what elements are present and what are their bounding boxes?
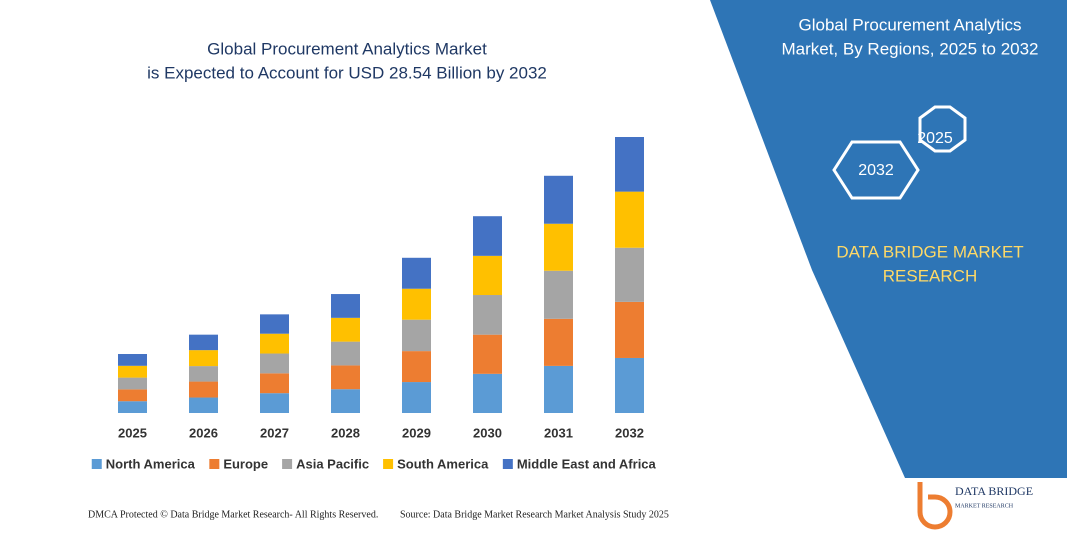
logo-text: MARKET RESEARCH	[955, 503, 1014, 509]
bar-segment	[331, 341, 360, 366]
chart-title: Global Procurement Analytics Market	[207, 39, 487, 58]
side-panel	[710, 0, 1067, 478]
bar-segment	[615, 137, 644, 192]
bar-segment	[118, 377, 147, 390]
bar-segment	[260, 333, 289, 354]
bar-segment	[118, 354, 147, 366]
bar-segment	[189, 334, 218, 351]
hexagon	[832, 140, 920, 200]
bar-segment	[260, 314, 289, 334]
legend-swatch	[91, 459, 102, 469]
footer-text: DMCA Protected © Data Bridge Market Rese…	[88, 509, 378, 520]
x-tick-label: 2027	[260, 425, 289, 440]
legend-swatch	[502, 459, 513, 469]
legend-swatch	[383, 459, 394, 469]
bar-segment	[473, 334, 502, 374]
bar-segment	[331, 317, 360, 342]
bar-segment	[615, 301, 644, 358]
hexagon	[918, 105, 967, 153]
bar-segment	[615, 247, 644, 302]
panel-title: Global Procurement Analytics	[799, 15, 1022, 34]
bar-segment	[544, 318, 573, 366]
bar-segment	[473, 216, 502, 256]
legend-swatch	[209, 459, 220, 469]
bar-segment	[544, 365, 573, 413]
bar-segment	[331, 365, 360, 390]
x-tick-label: 2032	[615, 425, 644, 440]
bar-segment	[615, 357, 644, 413]
bar-segment	[260, 373, 289, 394]
bar-segment	[331, 389, 360, 413]
bar-segment	[402, 319, 431, 352]
legend-label: South America	[397, 456, 489, 471]
bar-segment	[118, 401, 147, 413]
bar-segment	[402, 382, 431, 413]
brand-text: RESEARCH	[883, 266, 977, 285]
x-tick-label: 2026	[189, 425, 218, 440]
brand-text: DATA BRIDGE MARKET	[836, 242, 1023, 261]
legend-label: Middle East and Africa	[517, 456, 657, 471]
x-tick-label: 2029	[402, 425, 431, 440]
bar-segment	[118, 365, 147, 378]
bar-segment	[189, 350, 218, 367]
bar-segment	[544, 270, 573, 319]
legend-label: North America	[106, 456, 196, 471]
footer-text: Source: Data Bridge Market Research Mark…	[400, 509, 669, 520]
x-tick-label: 2031	[544, 425, 573, 440]
bar-segment	[331, 294, 360, 318]
bar-segment	[615, 191, 644, 248]
bar-segment	[544, 223, 573, 271]
bar-segment	[402, 288, 431, 320]
x-tick-label: 2025	[118, 425, 147, 440]
bar-segment	[189, 381, 218, 398]
hexagon-label: 2032	[858, 162, 894, 179]
bar-segment	[260, 393, 289, 413]
bar-segment	[189, 397, 218, 413]
hexagon-label: 2025	[917, 130, 953, 147]
logo-icon	[917, 482, 953, 530]
bar-segment	[402, 257, 431, 289]
x-tick-label: 2030	[473, 425, 502, 440]
x-tick-label: 2028	[331, 425, 360, 440]
bar-segment	[473, 295, 502, 335]
bar-segment	[189, 366, 218, 382]
legend-label: Asia Pacific	[296, 456, 369, 471]
bar-segment	[473, 373, 502, 413]
legend-swatch	[282, 459, 293, 469]
bar-segment	[544, 175, 573, 224]
logo-text: DATA BRIDGE	[955, 484, 1033, 498]
chart-title: is Expected to Account for USD 28.54 Bil…	[147, 63, 547, 82]
panel-title: Market, By Regions, 2025 to 2032	[781, 39, 1038, 58]
legend-label: Europe	[223, 456, 268, 471]
bar-segment	[402, 351, 431, 383]
bar-segment	[118, 389, 147, 402]
bar-segment	[473, 255, 502, 296]
bar-segment	[260, 353, 289, 374]
